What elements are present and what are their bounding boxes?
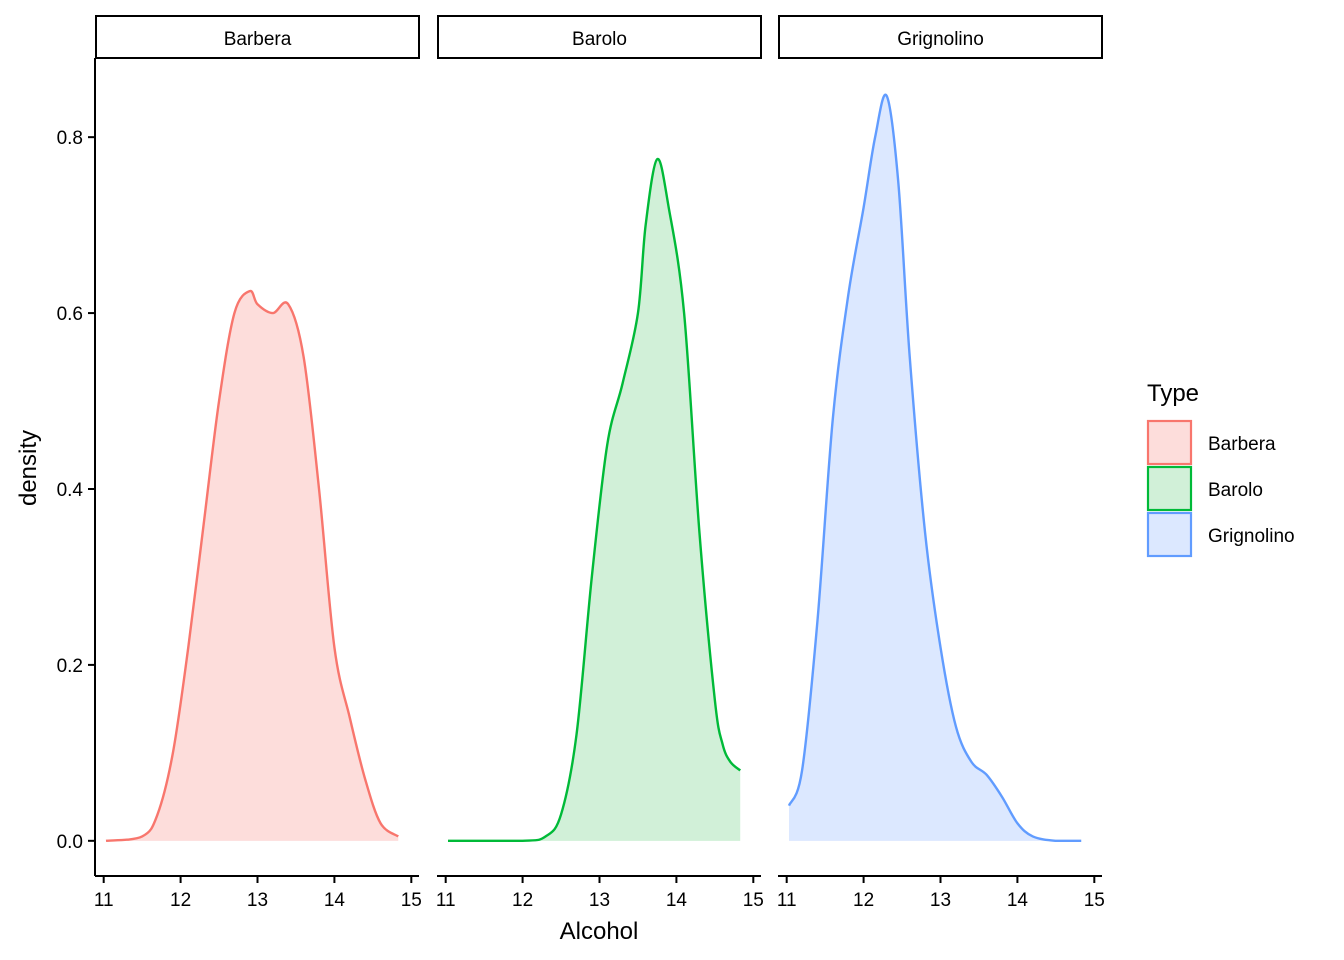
x-tick-label-grignolino-15: 15: [1084, 890, 1105, 911]
x-tick-label-barolo-12: 12: [512, 890, 533, 911]
x-tick-label-barbera-15: 15: [401, 890, 422, 911]
x-tick-label-grignolino-12: 12: [853, 890, 874, 911]
density-layers: [105, 93, 1082, 843]
x-axis-title: Alcohol: [560, 918, 639, 945]
legend-key-grignolino: [1146, 511, 1193, 558]
density-area-barolo: [448, 158, 741, 841]
density-line-grignolino: [787, 93, 1082, 843]
x-tick-label-barbera-13: 13: [247, 890, 268, 911]
x-tick-label-grignolino-13: 13: [930, 890, 951, 911]
facet-strip-grignolino-label: Grignolino: [897, 29, 984, 50]
density-line-barbera: [105, 289, 399, 843]
density-line-barolo: [448, 157, 742, 843]
x-tick-label-barolo-13: 13: [589, 890, 610, 911]
legend-key-barbera: [1146, 419, 1193, 466]
x-tick-label-barbera-12: 12: [170, 890, 191, 911]
y-tick-label-0-8: 0.8: [57, 128, 83, 149]
density-area-grignolino: [789, 94, 1082, 841]
x-tick-label-barbera-14: 14: [324, 890, 346, 911]
facet-strip-barolo-box: [437, 15, 762, 59]
x-tick-label-grignolino-14: 14: [1007, 890, 1029, 911]
y-axis-title: density: [15, 430, 42, 506]
legend-title: Type: [1147, 380, 1199, 407]
legend-label-grignolino: Grignolino: [1208, 526, 1295, 547]
x-tick-label-barbera-11: 11: [94, 890, 114, 911]
y-tick-label-0-2: 0.2: [57, 656, 83, 677]
facet-strip-barbera-box: [95, 15, 420, 59]
legend-label-barbera: Barbera: [1208, 434, 1276, 455]
facet-strip-barolo-label: Barolo: [572, 29, 627, 50]
facet-strips: Barbera Barolo Grignolino: [95, 15, 1103, 59]
x-tick-label-barolo-15: 15: [743, 890, 764, 911]
facet-strip-grignolino-box: [778, 15, 1103, 59]
legend-label-barolo: Barolo: [1208, 480, 1263, 501]
y-tick-label-0-0: 0.0: [57, 832, 83, 853]
legend: Type Barbera Barolo Grignolino: [1146, 380, 1295, 558]
legend-key-barolo: [1146, 465, 1193, 512]
x-tick-label-barolo-14: 14: [666, 890, 688, 911]
y-tick-label-0-4: 0.4: [57, 480, 84, 501]
axes: 0.0 0.2 0.4 0.6 0.8 11 12 13 14 15 11 12 13 14 15 11 12 1…: [57, 58, 1105, 911]
density-area-barbera: [106, 290, 399, 841]
x-tick-label-barolo-11: 11: [436, 890, 456, 911]
y-tick-label-0-6: 0.6: [57, 304, 83, 325]
facet-strip-barbera-label: Barbera: [224, 29, 292, 50]
x-tick-label-grignolino-11: 11: [777, 890, 797, 911]
